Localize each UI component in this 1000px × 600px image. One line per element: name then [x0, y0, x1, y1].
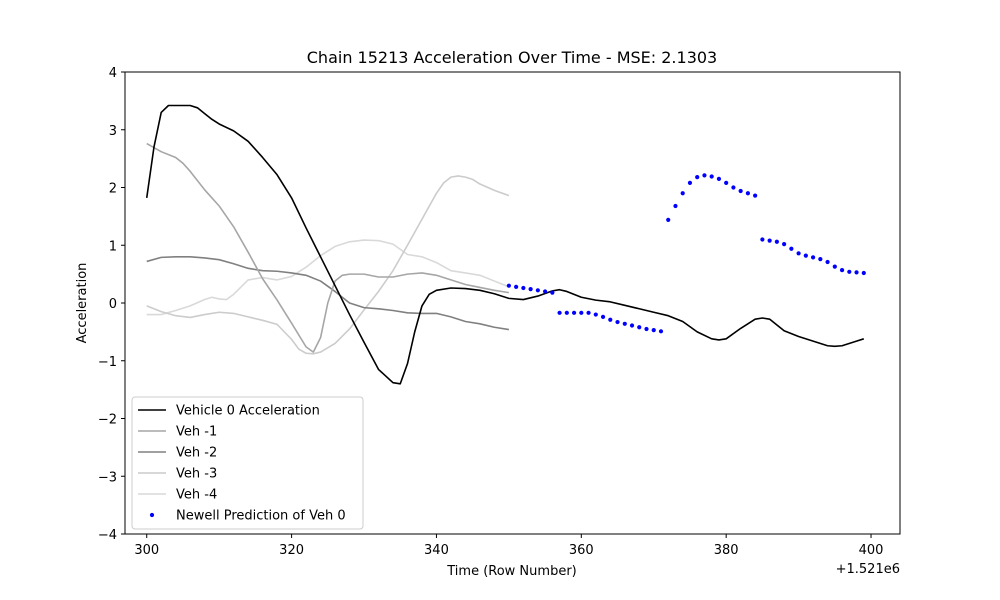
y-tick-label: 4	[109, 66, 117, 81]
prediction-point	[521, 285, 526, 291]
y-tick-label: 0	[109, 297, 117, 312]
prediction-point	[564, 310, 569, 315]
x-tick-label: 400	[859, 543, 884, 558]
y-tick-label: −4	[98, 528, 117, 543]
prediction-point	[810, 255, 816, 260]
series-line-veh-4	[146, 239, 510, 316]
legend-label: Veh -4	[176, 488, 217, 503]
prediction-point	[745, 191, 751, 196]
y-tick-label: −1	[98, 355, 117, 370]
prediction-point	[637, 325, 642, 330]
prediction-point	[767, 238, 772, 243]
series-line-vehicle-0-acceleration	[145, 104, 865, 385]
prediction-point	[557, 310, 562, 315]
legend-label: Veh -3	[176, 467, 217, 482]
prediction-point	[658, 329, 664, 334]
chart-title: Chain 15213 Acceleration Over Time - MSE…	[307, 48, 717, 67]
prediction-point	[666, 217, 671, 222]
legend-label: Newell Prediction of Veh 0	[176, 509, 346, 524]
prediction-point	[760, 237, 765, 242]
x-tick-label: 320	[279, 543, 304, 558]
prediction-point	[579, 310, 584, 315]
x-axis-label: Time (Row Number)	[446, 564, 576, 579]
prediction-point	[550, 290, 555, 295]
prediction-point	[854, 270, 859, 275]
plot-frame	[124, 71, 901, 535]
prediction-point	[702, 173, 707, 178]
prediction-point	[774, 239, 779, 244]
prediction-point	[695, 175, 700, 180]
prediction-point	[818, 257, 823, 262]
prediction-point	[506, 283, 511, 288]
prediction-point	[789, 246, 794, 251]
y-axis-label: Acceleration	[75, 263, 90, 344]
prediction-point	[796, 251, 801, 256]
prediction-point	[839, 267, 845, 273]
x-tick-label: 380	[714, 543, 739, 558]
prediction-point	[825, 259, 830, 265]
prediction-point	[644, 326, 649, 332]
series-line-veh-3	[146, 175, 510, 355]
prediction-point	[731, 185, 736, 190]
prediction-point	[542, 289, 548, 294]
legend-label: Veh -1	[176, 425, 217, 440]
prediction-point	[709, 174, 714, 179]
prediction-point	[687, 180, 693, 185]
legend: Vehicle 0 Acceleration Veh -1 Veh -2 Veh -3…	[131, 396, 364, 530]
x-tick-label: 300	[134, 543, 159, 558]
legend-label: Veh -2	[176, 446, 217, 461]
y-tick-label: 3	[109, 124, 117, 139]
series-line-veh-1	[146, 142, 510, 353]
prediction-point	[716, 176, 722, 181]
y-tick-label: 1	[109, 239, 117, 254]
prediction-point	[622, 321, 627, 326]
y-axis: −4 −3 −2 −1 0 1 2 3 4	[98, 66, 125, 543]
prediction-point	[651, 328, 656, 333]
prediction-point	[753, 193, 758, 198]
y-tick-label: −2	[98, 413, 117, 428]
prediction-point	[861, 270, 866, 276]
legend-label: Vehicle 0 Acceleration	[176, 404, 320, 419]
prediction-point	[673, 203, 678, 209]
series-line-veh-2	[146, 256, 510, 331]
prediction-point	[535, 288, 540, 293]
prediction-point	[847, 269, 852, 274]
prediction-point	[629, 323, 635, 328]
x-axis-offset-label: +1.521e6	[836, 562, 900, 577]
x-tick-label: 340	[424, 543, 449, 558]
prediction-point	[528, 287, 533, 292]
prediction-point	[608, 317, 613, 322]
prediction-point	[738, 188, 743, 194]
prediction-point	[680, 191, 685, 196]
plot-layer	[145, 104, 866, 385]
prediction-point	[593, 312, 598, 317]
y-tick-label: −3	[98, 470, 117, 485]
legend-entries: Vehicle 0 Acceleration Veh -1 Veh -2 Veh -3…	[138, 404, 346, 524]
prediction-point	[600, 314, 606, 319]
x-axis: 300 320 340 360 380 400	[134, 534, 883, 558]
legend-box	[131, 396, 364, 530]
prediction-point	[832, 264, 837, 269]
x-tick-label: 360	[569, 543, 594, 558]
prediction-point	[782, 242, 787, 247]
legend-swatch	[149, 512, 155, 518]
prediction-point	[571, 310, 577, 315]
prediction-point	[803, 253, 808, 258]
prediction-point	[514, 284, 519, 289]
prediction-point	[615, 319, 620, 325]
prediction-point	[724, 180, 729, 185]
prediction-point	[586, 310, 591, 315]
y-tick-label: 2	[109, 182, 117, 197]
